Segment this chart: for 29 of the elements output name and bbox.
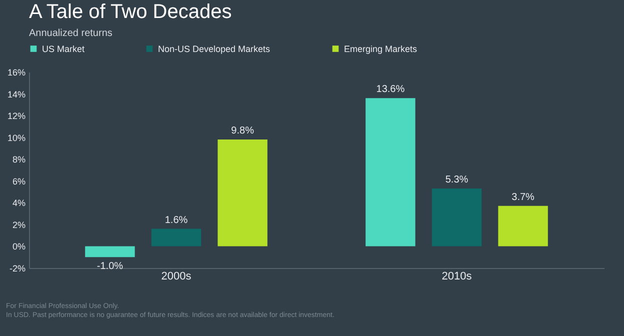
legend-label: Emerging Markets [344,44,418,54]
x-tick-label: 2010s [442,270,472,282]
bar [432,188,482,246]
legend-label: US Market [42,44,86,54]
bar [85,246,135,258]
y-tick-label: 16% [7,68,26,78]
chart-subtitle: Annualized returns [29,28,112,39]
y-tick-label: 0% [12,242,26,252]
y-tick-label: 2% [12,220,26,230]
legend-label: Non-US Developed Markets [158,44,271,54]
bar [218,140,268,246]
chart-title: A Tale of Two Decades [29,1,232,23]
data-label: 3.7% [512,192,535,203]
x-tick-label: 2000s [161,270,192,282]
y-tick-label: 6% [12,176,26,186]
y-tick-label: -2% [9,264,26,274]
bar [366,98,416,246]
data-label: -1.0% [96,261,124,272]
y-tick-label: 14% [7,89,26,100]
data-label: 1.6% [164,214,188,226]
y-tick-label: 10% [7,132,26,143]
bar [498,206,548,246]
y-tick-label: 4% [12,198,26,208]
y-tick-label: 8% [12,154,26,165]
data-label: 9.8% [231,126,254,137]
y-tick-label: 12% [7,111,26,122]
data-label: 13.6% [376,84,405,96]
data-label: 5.3% [445,174,468,186]
bar [151,228,202,246]
